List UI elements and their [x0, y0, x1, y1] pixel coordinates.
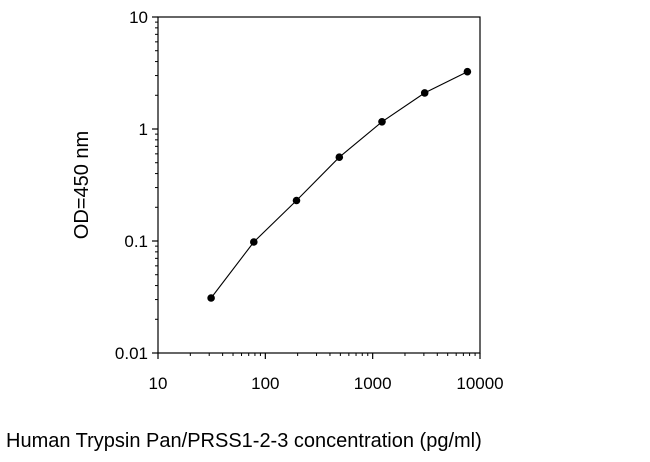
series-line — [210, 71, 468, 299]
data-point — [420, 89, 429, 97]
series-layer — [207, 67, 472, 302]
data-point — [335, 153, 344, 161]
data-point — [463, 67, 472, 76]
plot-frame — [157, 16, 481, 354]
y-tick-label: 10 — [129, 8, 148, 27]
y-tick-label: 0.1 — [124, 232, 148, 251]
y-axis-tick-labels: 0.01 0.1 1 10 — [115, 8, 148, 363]
x-axis-tick-labels: 10 100 1000 10000 — [149, 374, 504, 393]
data-point — [292, 196, 301, 205]
x-tick-label: 1000 — [354, 374, 392, 393]
y-tick-label: 1 — [139, 120, 148, 139]
data-point — [250, 238, 258, 246]
x-axis-ticks — [157, 353, 481, 359]
y-axis-ticks — [152, 16, 158, 354]
y-axis-title: OD=450 nm — [71, 131, 93, 239]
x-axis-title: Human Trypsin Pan/PRSS1-2-3 concentratio… — [6, 430, 482, 452]
x-tick-label: 10 — [149, 374, 168, 393]
data-point — [378, 118, 386, 126]
y-tick-label: 0.01 — [115, 344, 148, 363]
x-tick-label: 100 — [251, 374, 279, 393]
data-point — [207, 294, 215, 302]
x-tick-label: 10000 — [456, 374, 503, 393]
